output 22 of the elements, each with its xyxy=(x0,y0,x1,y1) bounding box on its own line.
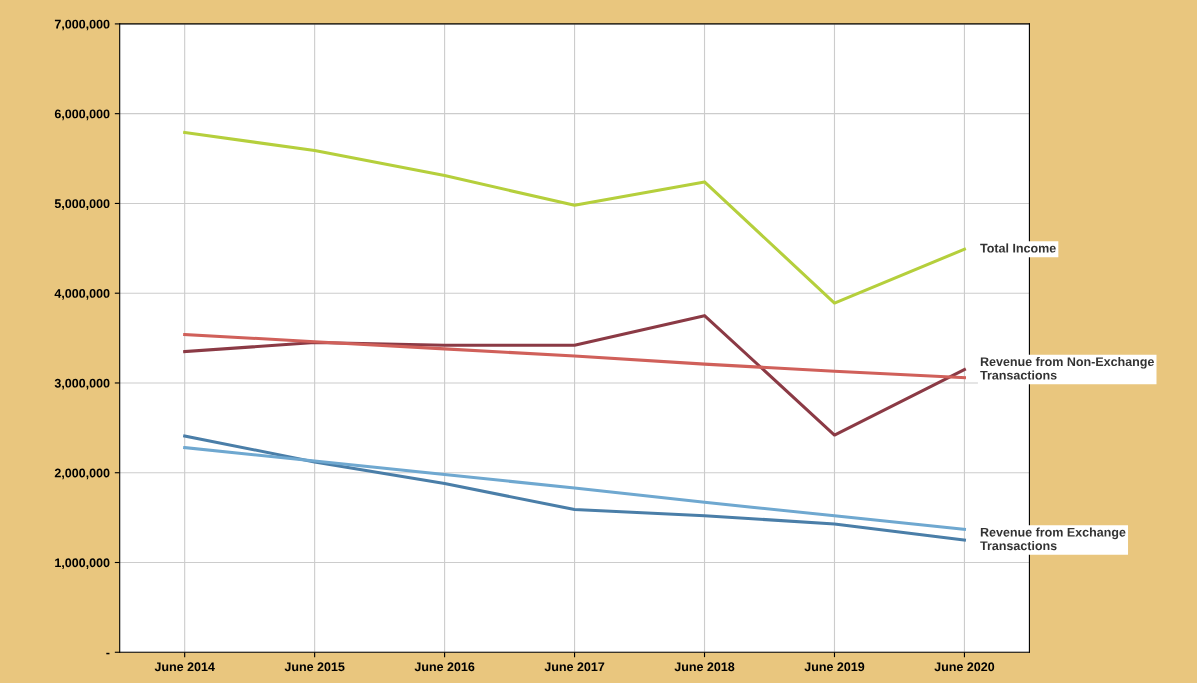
y-tick-label: 1,000,000 xyxy=(55,558,110,569)
y-tick-label: 5,000,000 xyxy=(54,199,110,210)
x-tick-label: June 2014 xyxy=(154,662,215,672)
x-tick-label: June 2017 xyxy=(544,662,605,672)
y-tick-label: 7,000,000 xyxy=(54,19,110,31)
x-tick-label: June 2015 xyxy=(284,662,345,672)
y-tick-label: - xyxy=(106,652,110,655)
line-series xyxy=(183,434,966,542)
line-series xyxy=(183,446,966,531)
x-tick-label: June 2016 xyxy=(414,662,475,672)
series-label: Total Income xyxy=(980,243,1056,253)
x-tick-label: June 2018 xyxy=(674,662,735,672)
line-series xyxy=(183,130,966,305)
series-label: Revenue from Non-Exchange Transactions xyxy=(980,356,1154,380)
x-tick-label: June 2019 xyxy=(804,662,865,672)
x-tick-label: June 2020 xyxy=(934,662,995,672)
y-tick-label: 6,000,000 xyxy=(54,109,110,121)
y-tick-label: 3,000,000 xyxy=(54,378,110,390)
y-tick-label: 4,000,000 xyxy=(54,289,110,300)
y-tick-label: 2,000,000 xyxy=(54,468,110,480)
series-label: Revenue from Exchange Transactions xyxy=(980,527,1126,551)
line-series xyxy=(183,332,966,380)
